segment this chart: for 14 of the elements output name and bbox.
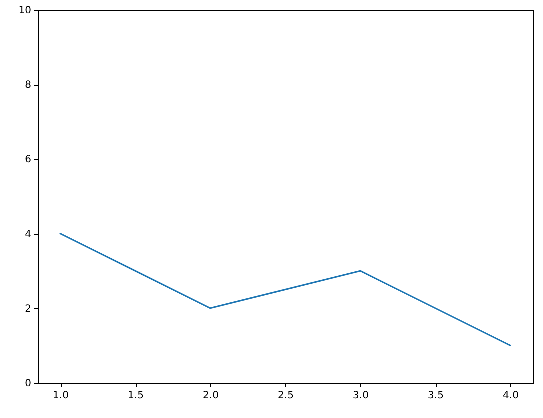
line-series [60,233,512,346]
y-tick-label: 6 [25,154,32,166]
y-tick-label: 0 [25,378,32,390]
y-tick-label: 4 [25,229,32,240]
x-tick-label: 2.0 [203,390,219,402]
x-tick-label: 1.5 [128,390,144,402]
x-tick-label: 2.5 [278,390,294,402]
y-tick-label: 10 [18,6,32,16]
x-tick-label: 3.0 [353,390,369,402]
y-tick-label: 8 [25,80,32,92]
x-tick-label: 4.0 [503,390,519,402]
x-tick-label: 1.0 [53,390,69,402]
y-tick-label: 2 [25,304,32,315]
x-tick-label: 3.5 [428,390,444,402]
